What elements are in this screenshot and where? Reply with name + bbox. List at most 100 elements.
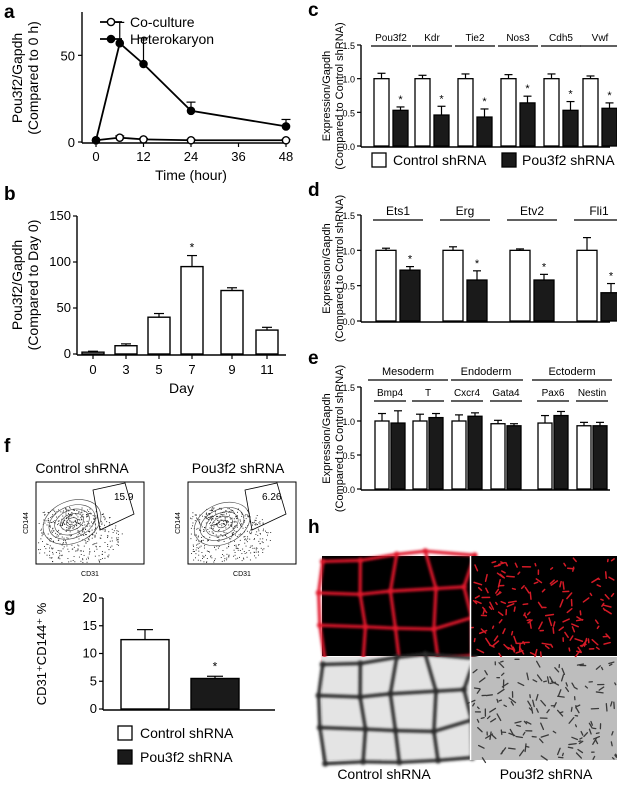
- vessel-segment: [316, 662, 325, 698]
- significance-mark: *: [213, 659, 218, 673]
- flow-dot: [67, 509, 69, 511]
- x-tick-label: 0: [92, 149, 99, 164]
- vessel-fragment: [568, 647, 571, 652]
- vessel-fragment: [543, 680, 548, 683]
- flow-dot: [239, 533, 241, 535]
- flow-dot: [250, 529, 252, 531]
- vessel-network-brightfield-pou3f2: [467, 658, 617, 764]
- vessel-fragment: [590, 720, 593, 726]
- flow-dot: [235, 558, 237, 560]
- flow-dot: [265, 530, 266, 532]
- bar-etv2-control: [509, 249, 531, 322]
- flow-dot: [211, 508, 213, 510]
- flow-dot: [195, 557, 196, 559]
- flow-dot: [259, 523, 261, 525]
- vessel-segment: [318, 623, 327, 664]
- flow-dot: [226, 536, 228, 538]
- flow-dot: [96, 542, 98, 544]
- flow-dot: [42, 541, 43, 543]
- vessel-fragment: [593, 736, 601, 740]
- flow-dot: [200, 560, 202, 562]
- flow-dot: [74, 519, 76, 521]
- flow-dot: [218, 545, 220, 547]
- vessel-fragment: [473, 637, 476, 643]
- flow-dot: [92, 533, 94, 535]
- flow-dot: [249, 531, 250, 533]
- flow-dot: [198, 540, 200, 542]
- flow-dot: [56, 511, 58, 513]
- flow-dot: [257, 551, 259, 553]
- vessel-fragment: [596, 584, 602, 588]
- flow-dot: [250, 533, 252, 535]
- flow-dot: [42, 533, 44, 535]
- flow-dot: [216, 516, 218, 518]
- vessel-fragment: [506, 575, 516, 578]
- flow-dot: [232, 527, 234, 529]
- flow-dot: [88, 538, 90, 540]
- y-tick-label: 0: [64, 346, 71, 361]
- flow-dot: [223, 560, 225, 562]
- flow-dot: [226, 557, 228, 559]
- flow-dot: [262, 522, 264, 524]
- flow-dot: [63, 520, 65, 522]
- vessel-fragment: [506, 646, 515, 651]
- flow-dot: [214, 510, 216, 512]
- flow-dot: [47, 537, 49, 539]
- chart-g-cd31-cd144: 0 5 10 15 20 CD31⁺CD144⁺ % * Control shRNA Pou3f…: [34, 590, 275, 765]
- flow-dot: [62, 524, 63, 525]
- vessel-fragment: [526, 611, 531, 616]
- flow-dot: [246, 514, 248, 516]
- flow-dot: [59, 533, 61, 535]
- flow-dot: [95, 526, 97, 528]
- flow-dot: [92, 544, 94, 546]
- flow-dot: [117, 541, 119, 543]
- flow-dot: [235, 515, 237, 517]
- flow-dot: [70, 515, 72, 517]
- flow-dot: [95, 546, 97, 548]
- flow-dot: [52, 547, 54, 549]
- flow-dot: [216, 515, 217, 517]
- flow-dot: [208, 531, 210, 533]
- vessel-fragment: [528, 707, 533, 711]
- flow-dot: [237, 515, 238, 517]
- flow-dot: [83, 545, 85, 547]
- flow-dot: [65, 542, 67, 544]
- flow-dot: [262, 523, 264, 525]
- flow-dot: [211, 509, 213, 511]
- flow-dot: [46, 554, 48, 556]
- flow-dot: [222, 514, 224, 516]
- flow-dot: [95, 511, 97, 513]
- vessel-fragment: [510, 644, 516, 653]
- flow-dot: [100, 534, 102, 536]
- flow-dot: [244, 538, 246, 540]
- x-axis-label: Time (hour): [155, 167, 227, 183]
- flow-dot: [202, 530, 204, 532]
- y-tick-label: 1.5: [342, 211, 355, 221]
- flow-dot: [246, 552, 248, 554]
- vessel-fragment: [539, 651, 543, 659]
- flow-dot: [201, 540, 203, 541]
- flow-dot: [58, 539, 60, 541]
- flow-dot: [61, 522, 63, 524]
- vessel-fragment: [536, 708, 539, 713]
- flow-dot: [94, 521, 96, 523]
- flow-xlabel-pou3f2: CD31: [233, 571, 251, 578]
- flow-dot: [47, 533, 49, 535]
- flow-dot: [250, 552, 252, 554]
- flow-dot: [56, 516, 57, 518]
- vessel-segment: [363, 625, 398, 630]
- vessel-fragment: [524, 743, 527, 753]
- flow-dot: [190, 527, 192, 529]
- vessel-node: [431, 626, 437, 632]
- flow-dot: [217, 519, 219, 521]
- flow-dot: [241, 553, 243, 555]
- flow-dot: [218, 529, 220, 531]
- flow-dot: [203, 561, 205, 563]
- significance-mark: *: [607, 90, 612, 102]
- flow-dot: [246, 530, 248, 532]
- bar-nestin-control: [576, 425, 592, 490]
- group-label: Ets1: [386, 204, 410, 218]
- y-tick-label: 0.5: [342, 108, 355, 118]
- vessel-fragment: [472, 668, 478, 674]
- flow-dot: [194, 534, 195, 536]
